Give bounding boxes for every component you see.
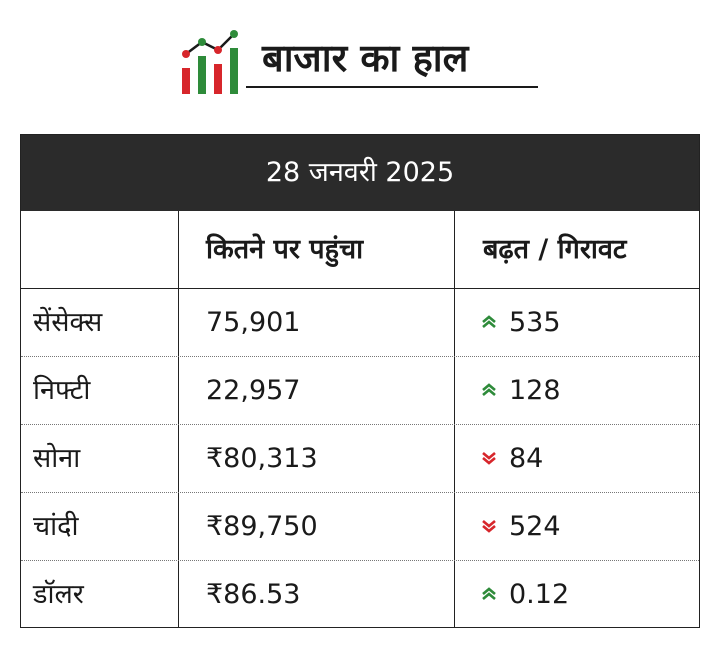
market-table: 28 जनवरी 2025 कितने पर पहुंचा बढ़त / गिर…: [20, 134, 700, 628]
column-divider: [178, 211, 179, 627]
row-name: डॉलर: [33, 579, 84, 610]
row-value: 22,957: [206, 375, 301, 406]
double-chevron-down-icon: [481, 519, 497, 533]
column-header-change: बढ़त / गिरावट: [483, 234, 627, 265]
row-value: 75,901: [206, 307, 301, 338]
title-underline: [246, 86, 538, 88]
double-chevron-up-icon: [481, 586, 497, 601]
row-name: निफ्टी: [33, 375, 91, 406]
change-value: 0.12: [509, 579, 570, 610]
table-row: सोना ₹80,313 84: [21, 425, 699, 493]
double-chevron-up-icon: [481, 382, 497, 397]
table-header-row: कितने पर पहुंचा बढ़त / गिरावट: [21, 211, 699, 289]
change-value: 128: [509, 375, 561, 406]
row-change: 0.12: [481, 561, 569, 628]
table-row: निफ्टी 22,957 128: [21, 357, 699, 425]
market-chart-icon: [180, 30, 246, 96]
table-row: चांदी ₹89,750 524: [21, 493, 699, 561]
column-divider: [454, 211, 455, 627]
column-header-value: कितने पर पहुंचा: [206, 234, 364, 265]
row-name: सोना: [33, 443, 81, 474]
row-change: 84: [481, 425, 543, 492]
double-chevron-up-icon: [481, 314, 497, 329]
table-row: सेंसेक्स 75,901 535: [21, 289, 699, 357]
row-change: 535: [481, 289, 561, 356]
table-row: डॉलर ₹86.53 0.12: [21, 561, 699, 628]
change-value: 524: [509, 511, 561, 542]
row-change: 128: [481, 357, 561, 424]
change-value: 535: [509, 307, 561, 338]
change-value: 84: [509, 443, 544, 474]
row-value: ₹89,750: [206, 511, 318, 542]
double-chevron-down-icon: [481, 451, 497, 465]
row-value: ₹86.53: [206, 579, 301, 610]
row-name: सेंसेक्स: [33, 307, 103, 338]
row-name: चांदी: [33, 511, 79, 542]
page-header: बाजार का हाल: [180, 30, 540, 94]
row-value: ₹80,313: [206, 443, 318, 474]
row-change: 524: [481, 493, 561, 560]
date-banner: 28 जनवरी 2025: [21, 135, 699, 211]
page-title: बाजार का हाल: [262, 36, 469, 80]
